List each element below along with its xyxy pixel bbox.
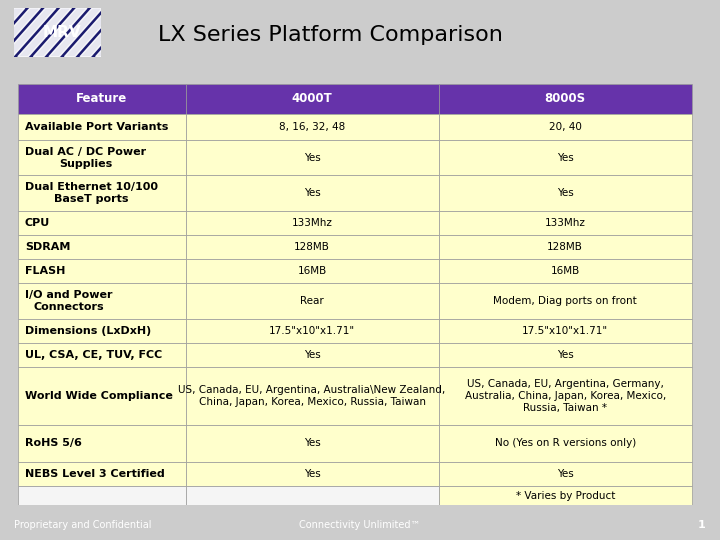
Polygon shape [2, 8, 56, 57]
Bar [18, 367, 186, 424]
Bar [186, 424, 438, 462]
Bar [438, 319, 692, 343]
Polygon shape [49, 8, 102, 57]
Text: Yes: Yes [304, 438, 320, 448]
Bar [18, 462, 186, 487]
Text: Modem, Diag ports on front: Modem, Diag ports on front [493, 296, 637, 306]
Text: No (Yes on R versions only): No (Yes on R versions only) [495, 438, 636, 448]
Bar [186, 235, 438, 259]
Bar [438, 176, 692, 211]
Text: Dual Ethernet 10/100
BaseT ports: Dual Ethernet 10/100 BaseT ports [24, 183, 158, 204]
Text: Dimensions (LxDxH): Dimensions (LxDxH) [24, 326, 151, 336]
Bar [18, 114, 186, 140]
Text: Rear: Rear [300, 296, 324, 306]
Text: 16MB: 16MB [297, 266, 327, 276]
Bar [186, 343, 438, 367]
Bar [186, 462, 438, 487]
Text: Yes: Yes [304, 350, 320, 360]
Polygon shape [18, 8, 71, 57]
Polygon shape [0, 8, 40, 57]
Text: 133Mhz: 133Mhz [292, 218, 333, 228]
Polygon shape [143, 8, 196, 57]
Bar [18, 176, 186, 211]
Text: Yes: Yes [304, 153, 320, 163]
Bar [438, 140, 692, 176]
Text: NEBS Level 3 Certified: NEBS Level 3 Certified [24, 469, 165, 479]
Bar [438, 235, 692, 259]
Bar [186, 284, 438, 319]
Text: UL, CSA, CE, TUV, FCC: UL, CSA, CE, TUV, FCC [24, 350, 162, 360]
Text: * Varies by Product: * Varies by Product [516, 491, 615, 501]
Text: Yes: Yes [557, 350, 574, 360]
Bar [186, 259, 438, 284]
Bar [18, 343, 186, 367]
Bar [438, 343, 692, 367]
Polygon shape [65, 8, 118, 57]
Text: Yes: Yes [557, 188, 574, 198]
Polygon shape [111, 8, 165, 57]
Bar [18, 319, 186, 343]
Text: 1: 1 [698, 520, 706, 530]
Text: Available Port Variants: Available Port Variants [24, 122, 168, 132]
Bar [186, 114, 438, 140]
Text: 8000S: 8000S [544, 92, 586, 105]
Bar [186, 211, 438, 235]
Bar [438, 259, 692, 284]
Text: Yes: Yes [304, 469, 320, 479]
Bar [18, 211, 186, 235]
Text: Connectivity Unlimited™: Connectivity Unlimited™ [300, 520, 420, 530]
Text: RoHS 5/6: RoHS 5/6 [24, 438, 81, 448]
Bar [186, 176, 438, 211]
Bar [18, 424, 186, 462]
Bar [18, 487, 186, 505]
Bar [438, 211, 692, 235]
Polygon shape [0, 8, 24, 57]
Text: MRV: MRV [42, 25, 81, 40]
Bar [186, 140, 438, 176]
Text: 20, 40: 20, 40 [549, 122, 582, 132]
Text: 17.5"x10"x1.71": 17.5"x10"x1.71" [269, 326, 355, 336]
Bar [18, 259, 186, 284]
Bar [186, 367, 438, 424]
Text: 4000T: 4000T [292, 92, 333, 105]
Polygon shape [80, 8, 134, 57]
Text: Yes: Yes [557, 153, 574, 163]
Bar [18, 284, 186, 319]
Polygon shape [33, 8, 87, 57]
Text: Yes: Yes [557, 469, 574, 479]
Text: CPU: CPU [24, 218, 50, 228]
Text: 17.5"x10"x1.71": 17.5"x10"x1.71" [522, 326, 608, 336]
Bar [186, 319, 438, 343]
Text: Dual AC / DC Power
Supplies: Dual AC / DC Power Supplies [24, 147, 146, 168]
Text: 128MB: 128MB [294, 242, 330, 252]
Bar [18, 235, 186, 259]
Bar [438, 284, 692, 319]
Text: 133Mhz: 133Mhz [545, 218, 585, 228]
Text: Feature: Feature [76, 92, 127, 105]
Text: US, Canada, EU, Argentina, Germany,
Australia, China, Japan, Korea, Mexico,
Russ: US, Canada, EU, Argentina, Germany, Aust… [464, 380, 666, 413]
Bar [438, 114, 692, 140]
Bar [186, 487, 438, 505]
Bar [438, 84, 692, 114]
Bar [18, 84, 186, 114]
Text: 128MB: 128MB [547, 242, 583, 252]
Text: FLASH: FLASH [24, 266, 66, 276]
Bar [186, 84, 438, 114]
Polygon shape [127, 8, 180, 57]
Bar [18, 140, 186, 176]
Bar [438, 462, 692, 487]
Bar [438, 424, 692, 462]
Bar [438, 487, 692, 505]
Text: Proprietary and Confidential: Proprietary and Confidential [14, 520, 152, 530]
Text: SDRAM: SDRAM [24, 242, 71, 252]
Text: World Wide Compliance: World Wide Compliance [24, 391, 173, 401]
Text: US, Canada, EU, Argentina, Australia\New Zealand,
China, Japan, Korea, Mexico, R: US, Canada, EU, Argentina, Australia\New… [179, 385, 446, 407]
Text: Yes: Yes [304, 188, 320, 198]
Text: 16MB: 16MB [551, 266, 580, 276]
Bar [438, 367, 692, 424]
Text: I/O and Power
Connectors: I/O and Power Connectors [24, 291, 112, 312]
Text: 8, 16, 32, 48: 8, 16, 32, 48 [279, 122, 346, 132]
Polygon shape [96, 8, 149, 57]
Text: LX Series Platform Comparison: LX Series Platform Comparison [158, 25, 503, 45]
